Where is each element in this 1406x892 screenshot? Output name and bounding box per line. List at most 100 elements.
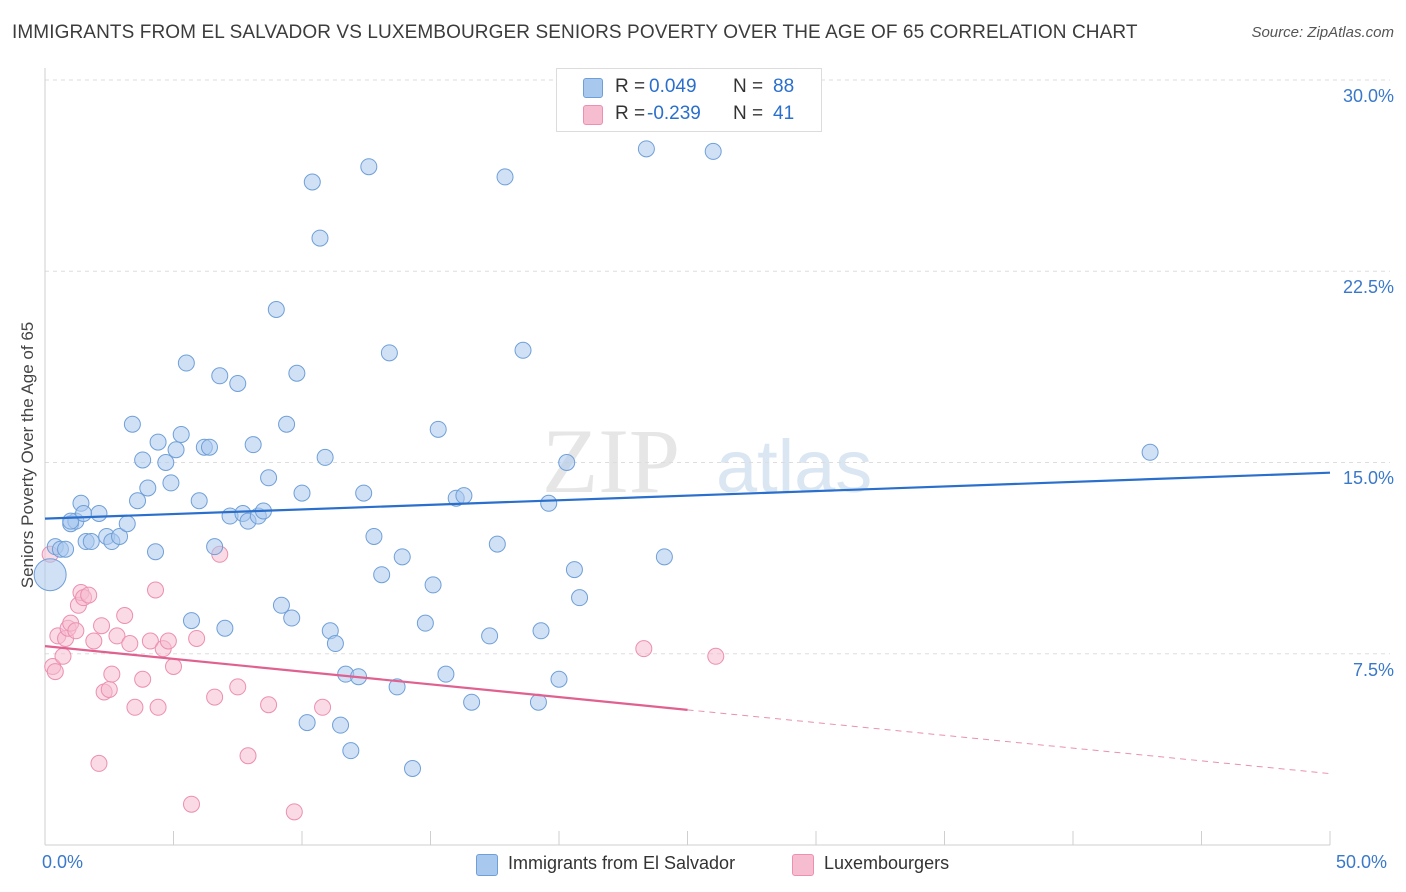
watermark-atlas: atlas bbox=[716, 425, 872, 508]
data-point-luxembourgers bbox=[707, 647, 725, 665]
data-point-el-salvador bbox=[388, 678, 406, 696]
data-point-el-salvador bbox=[565, 561, 583, 579]
correlation-legend: R = 0.049 N = 88 R = -0.239 N = 41 bbox=[556, 68, 822, 132]
data-point-luxembourgers bbox=[116, 607, 134, 624]
data-point-luxembourgers bbox=[46, 663, 64, 681]
data-point-luxembourgers bbox=[103, 665, 121, 683]
data-point-el-salvador bbox=[540, 494, 558, 512]
data-point-el-salvador bbox=[342, 742, 360, 760]
data-point-el-salvador bbox=[118, 515, 136, 533]
data-point-el-salvador bbox=[404, 760, 422, 777]
data-point-el-salvador bbox=[139, 479, 157, 497]
legend-n-label: N = bbox=[733, 76, 764, 97]
data-point-el-salvador bbox=[293, 484, 311, 502]
legend-swatch-blue bbox=[583, 78, 603, 98]
data-point-luxembourgers bbox=[165, 658, 182, 675]
x-tick-label-max: 50.0% bbox=[1336, 852, 1388, 872]
legend-label: Immigrants from El Salvador bbox=[508, 853, 736, 873]
chart-title: IMMIGRANTS FROM EL SALVADOR VS LUXEMBOUR… bbox=[12, 22, 1138, 43]
data-point-luxembourgers bbox=[285, 803, 303, 821]
data-point-el-salvador bbox=[147, 543, 165, 561]
data-point-luxembourgers bbox=[239, 747, 257, 765]
x-tick-label-min: 0.0% bbox=[42, 852, 84, 872]
data-point-el-salvador bbox=[177, 354, 195, 372]
data-point-el-salvador bbox=[424, 576, 442, 594]
legend-r-label: R = bbox=[615, 103, 646, 124]
data-point-el-salvador bbox=[288, 364, 306, 382]
data-point-el-salvador bbox=[123, 415, 141, 433]
data-point-luxembourgers bbox=[134, 670, 152, 688]
data-point-el-salvador bbox=[75, 505, 93, 522]
data-point-el-salvador bbox=[298, 714, 316, 732]
data-point-luxembourgers bbox=[314, 698, 332, 716]
data-point-el-salvador bbox=[360, 158, 378, 176]
data-point-el-salvador bbox=[571, 589, 589, 607]
data-point-el-salvador bbox=[655, 548, 673, 566]
legend-r-value: -0.239 bbox=[647, 103, 701, 124]
legend-swatch-pink bbox=[583, 105, 603, 125]
legend-n-value: 41 bbox=[773, 103, 795, 124]
data-point-luxembourgers bbox=[188, 629, 206, 647]
data-point-luxembourgers bbox=[90, 754, 108, 772]
data-point-el-salvador bbox=[272, 596, 290, 614]
data-point-el-salvador bbox=[190, 492, 208, 510]
data-point-el-salvador bbox=[532, 622, 550, 640]
data-point-el-salvador bbox=[134, 451, 152, 469]
y-tick-label: 15.0% bbox=[1342, 468, 1394, 488]
legend-n-label: N = bbox=[733, 103, 764, 124]
data-point-el-salvador bbox=[332, 716, 350, 734]
data-point-luxembourgers bbox=[149, 698, 167, 716]
y-tick-label: 30.0% bbox=[1342, 86, 1394, 106]
data-point-luxembourgers bbox=[206, 688, 224, 706]
data-point-luxembourgers bbox=[54, 647, 72, 665]
data-point-el-salvador bbox=[82, 533, 100, 551]
data-point-el-salvador bbox=[355, 484, 373, 502]
data-point-luxembourgers bbox=[67, 622, 85, 640]
trend-line-el-salvador bbox=[44, 471, 1331, 520]
data-point-luxembourgers bbox=[100, 680, 118, 698]
legend-r-label: R = bbox=[615, 76, 646, 97]
data-point-el-salvador bbox=[704, 142, 722, 160]
data-point-luxembourgers bbox=[126, 698, 144, 716]
data-point-luxembourgers bbox=[121, 635, 139, 653]
data-point-el-salvador bbox=[393, 548, 411, 566]
data-point-luxembourgers bbox=[93, 617, 111, 635]
data-point-el-salvador bbox=[558, 454, 576, 471]
data-point-el-salvador bbox=[278, 415, 296, 433]
data-point-el-salvador bbox=[167, 441, 185, 459]
data-point-el-salvador bbox=[149, 433, 167, 451]
data-point-el-salvador bbox=[200, 438, 218, 456]
data-point-luxembourgers bbox=[229, 678, 247, 696]
data-point-el-salvador bbox=[260, 469, 278, 487]
data-point-luxembourgers bbox=[182, 795, 200, 813]
data-point-el-salvador bbox=[380, 344, 398, 362]
data-point-el-salvador bbox=[283, 609, 301, 627]
data-point-el-salvador bbox=[488, 535, 506, 553]
data-point-el-salvador bbox=[229, 374, 247, 392]
data-point-el-salvador bbox=[172, 425, 190, 443]
data-point-el-salvador bbox=[162, 474, 180, 492]
data-point-el-salvador bbox=[437, 665, 455, 683]
data-point-el-salvador bbox=[216, 619, 234, 637]
data-point-el-salvador bbox=[57, 540, 75, 558]
data-point-luxembourgers bbox=[635, 640, 653, 658]
data-point-luxembourgers bbox=[260, 696, 278, 714]
y-tick-label: 22.5% bbox=[1342, 277, 1394, 297]
data-point-luxembourgers bbox=[80, 586, 98, 604]
legend-row-blue: R = 0.049 N = 88 bbox=[557, 75, 821, 101]
data-point-luxembourgers bbox=[159, 632, 177, 650]
data-point-el-salvador bbox=[455, 487, 473, 505]
source-label: Source: ZipAtlas.com bbox=[1251, 24, 1394, 41]
legend-swatch-pink bbox=[792, 854, 814, 876]
data-point-el-salvador bbox=[429, 420, 447, 438]
data-point-el-salvador bbox=[496, 168, 514, 186]
data-point-el-salvador bbox=[182, 612, 200, 630]
legend-swatch-blue bbox=[476, 854, 498, 876]
y-tick-label: 7.5% bbox=[1352, 660, 1394, 680]
data-point-luxembourgers bbox=[85, 632, 103, 650]
trend-line-luxembourgers-extension bbox=[687, 709, 1331, 775]
data-point-el-salvador bbox=[111, 527, 129, 545]
data-point-el-salvador bbox=[481, 627, 499, 645]
data-point-el-salvador bbox=[303, 173, 321, 191]
data-point-el-salvador bbox=[316, 448, 334, 466]
